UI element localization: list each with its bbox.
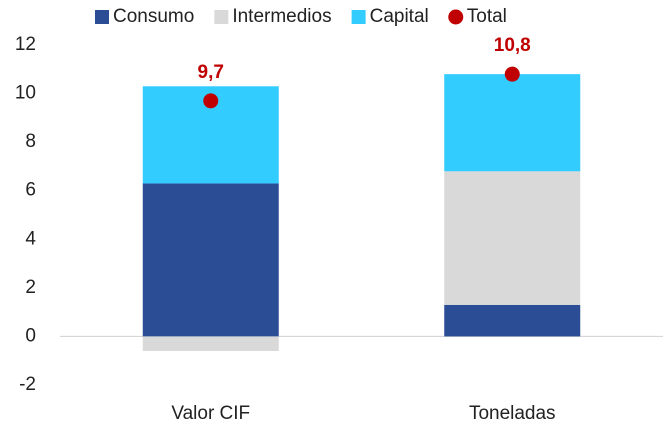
legend-marker	[351, 10, 366, 24]
legend-label: Capital	[370, 6, 429, 27]
y-tick-label: 4	[25, 228, 36, 249]
y-tick-label: 12	[15, 34, 36, 55]
bar-segment	[444, 171, 581, 305]
total-dot	[203, 93, 219, 109]
legend-label: Intermedios	[232, 6, 331, 27]
legend-label: Consumo	[113, 6, 194, 27]
bar-segment	[142, 336, 279, 351]
bar-segment	[444, 304, 581, 337]
value-label: 10,8	[494, 35, 531, 56]
legend-marker	[95, 10, 109, 24]
legend-marker	[214, 10, 229, 24]
x-tick-label: Valor CIF	[171, 403, 250, 424]
y-tick-label: 10	[15, 83, 36, 104]
bar-segment	[444, 74, 581, 172]
y-tick-label: 6	[25, 180, 36, 201]
value-label: 9,7	[198, 62, 224, 83]
legend-label: Total	[467, 6, 507, 27]
bar-segment	[142, 183, 279, 337]
x-tick-label: Toneladas	[469, 403, 556, 424]
y-tick-label: -2	[19, 374, 36, 395]
total-dot	[504, 66, 520, 82]
y-tick-label: 2	[25, 277, 36, 298]
y-tick-label: 0	[25, 325, 36, 346]
y-tick-label: 8	[25, 131, 36, 152]
legend-marker	[448, 9, 464, 25]
